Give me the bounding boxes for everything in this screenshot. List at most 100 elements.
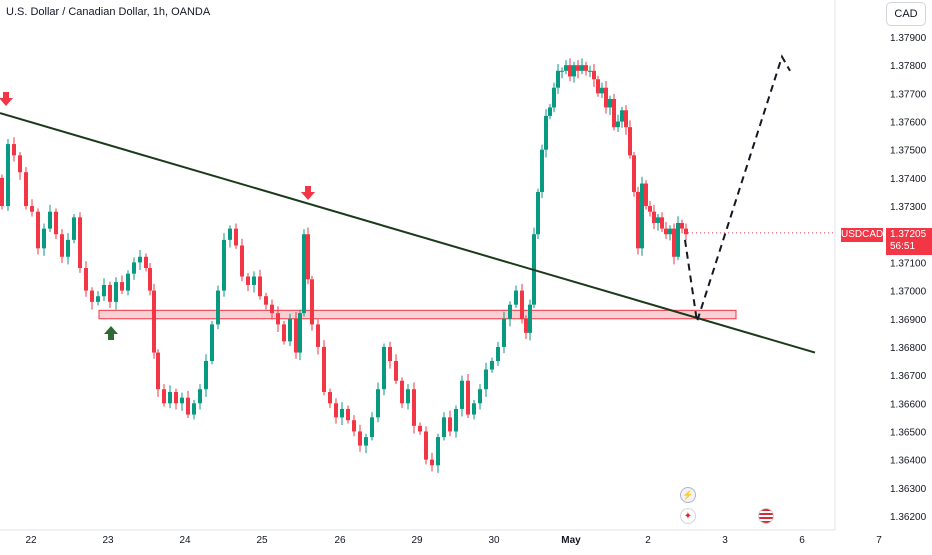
candle-body xyxy=(6,144,10,207)
candle-body xyxy=(240,245,244,277)
candle-body xyxy=(84,268,88,291)
candle-body xyxy=(78,217,82,269)
y-tick-label: 1.36900 xyxy=(890,315,927,326)
y-tick-label: 1.37000 xyxy=(890,287,927,298)
candle-body xyxy=(258,276,262,297)
candle-body xyxy=(334,403,338,418)
candle-body xyxy=(36,211,40,249)
candle-body xyxy=(524,318,528,333)
candle-body xyxy=(210,324,214,362)
candle-body xyxy=(616,121,620,128)
candle-body xyxy=(340,408,344,418)
trendline xyxy=(0,112,816,354)
candle-body xyxy=(394,361,398,381)
sell-marker-arrow xyxy=(301,186,315,200)
candle-body xyxy=(102,284,106,297)
candle-body xyxy=(540,149,544,192)
candle-body xyxy=(664,228,668,235)
x-tick-label: 6 xyxy=(799,535,805,546)
candle-body xyxy=(48,211,52,229)
candle-body xyxy=(442,417,446,438)
y-tick-label: 1.36700 xyxy=(890,371,927,382)
candle-body xyxy=(624,110,628,128)
candle-body xyxy=(436,437,440,466)
candle-body xyxy=(388,346,392,362)
candle-body xyxy=(528,304,532,333)
candle-body xyxy=(466,380,470,415)
candle-body xyxy=(24,172,28,207)
candle-body xyxy=(548,107,552,116)
y-tick-label: 1.37400 xyxy=(890,174,927,185)
candle-body xyxy=(246,276,250,285)
support-zone xyxy=(98,309,737,320)
candle-body xyxy=(632,155,636,192)
candle-body xyxy=(592,70,596,80)
y-tick-label: 1.37600 xyxy=(890,118,927,129)
candle-body xyxy=(66,239,70,257)
candle-body xyxy=(60,234,64,257)
candle-body xyxy=(680,222,684,229)
y-tick-label: 1.37800 xyxy=(890,61,927,72)
candle-body xyxy=(294,318,298,353)
candle-body xyxy=(120,282,124,291)
x-tick-label: May xyxy=(561,535,581,546)
candle-body xyxy=(472,403,476,415)
candle-body xyxy=(656,217,660,223)
candle-body xyxy=(234,228,238,246)
candle-body xyxy=(18,155,22,173)
chart-title: U.S. Dollar / Canadian Dollar, 1h, OANDA xyxy=(6,6,211,18)
candle-body xyxy=(252,276,256,285)
candle-body xyxy=(96,296,100,302)
x-tick-label: 25 xyxy=(256,535,268,546)
candle-body xyxy=(358,431,362,446)
x-tick-label: 24 xyxy=(179,535,191,546)
candle-body xyxy=(138,256,142,263)
candle-body xyxy=(612,98,616,128)
projection-path xyxy=(684,54,791,322)
candle-body xyxy=(552,87,556,108)
candle-body xyxy=(620,110,624,122)
candle-body xyxy=(310,279,314,325)
candle-body xyxy=(298,313,302,353)
candle-body xyxy=(672,228,676,257)
y-tick-label: 1.36300 xyxy=(890,484,927,495)
candle-body xyxy=(152,290,156,353)
candle-body xyxy=(12,144,16,156)
candle-body xyxy=(42,228,46,249)
x-tick-label: 30 xyxy=(488,535,500,546)
lightning-icon[interactable]: ⚡ xyxy=(680,487,696,503)
candle-body xyxy=(668,228,672,235)
x-tick-label: 7 xyxy=(876,535,882,546)
candle-body xyxy=(216,290,220,325)
candle-body xyxy=(282,324,286,342)
candle-body xyxy=(484,369,488,390)
candle-body xyxy=(156,352,160,390)
y-tick-label: 1.37900 xyxy=(890,33,927,44)
candle-body xyxy=(322,346,326,393)
candle-body xyxy=(604,87,608,108)
candle-body xyxy=(114,282,118,302)
candle-body xyxy=(108,284,112,302)
candle-body xyxy=(192,403,196,415)
candle-body xyxy=(640,183,644,249)
y-tick-label: 1.36800 xyxy=(890,343,927,354)
candle-body xyxy=(684,228,688,235)
us-flag-icon[interactable] xyxy=(758,508,774,524)
candle-body xyxy=(306,234,310,280)
candle-body xyxy=(418,425,422,432)
candle-body xyxy=(454,408,458,432)
candle-body xyxy=(536,191,540,235)
candle-body xyxy=(648,206,652,212)
canada-flag-icon[interactable]: ✦ xyxy=(680,508,696,524)
candle-body xyxy=(222,239,226,291)
symbol-price-tag: USDCAD xyxy=(841,228,884,242)
candle-body xyxy=(636,191,640,249)
candle-body xyxy=(580,65,584,71)
candle-body xyxy=(364,437,368,446)
sell-marker-arrow xyxy=(0,92,13,106)
candle-body xyxy=(544,115,548,150)
currency-button[interactable]: CAD xyxy=(886,2,926,26)
candle-body xyxy=(584,65,588,71)
